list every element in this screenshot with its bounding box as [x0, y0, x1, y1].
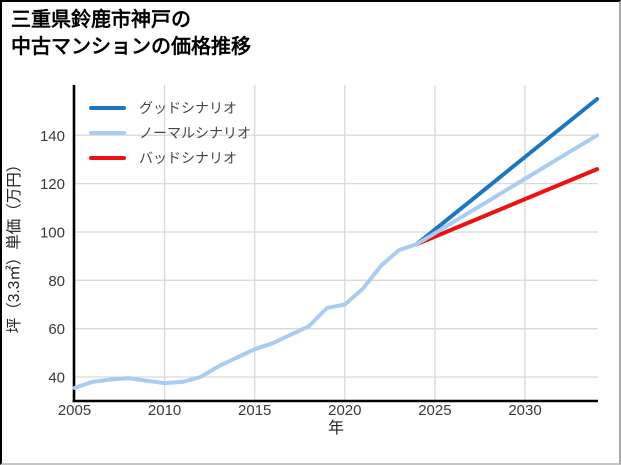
- y-tick-label-60: 60: [48, 321, 65, 338]
- y-tick-label-140: 140: [40, 128, 65, 145]
- x-tick-label-2025: 2025: [418, 402, 451, 419]
- chart-title-line2: 中古マンションの価格推移: [11, 36, 251, 58]
- series-line-good: [414, 97, 600, 247]
- x-tick-label-2005: 2005: [58, 402, 91, 419]
- grid-layer: [74, 85, 598, 400]
- series-line-normal: [72, 133, 600, 390]
- chart-title: 三重県鈴鹿市神戸の 中古マンションの価格推移: [11, 7, 251, 61]
- series-layer: [72, 97, 600, 390]
- x-tick-label-2020: 2020: [328, 402, 361, 419]
- bad-scenario-line-icon: [89, 155, 126, 160]
- y-tick-label-80: 80: [48, 273, 65, 290]
- x-tick-label-2015: 2015: [238, 402, 271, 419]
- legend-label-good: グッドシナリオ: [139, 99, 237, 116]
- x-tick-label-2030: 2030: [508, 402, 541, 419]
- good-scenario-line-icon: [89, 105, 126, 110]
- legend-label-normal: ノーマルシナリオ: [139, 124, 251, 141]
- legend-item-bad: バッドシナリオ: [89, 145, 251, 170]
- x-axis-label: 年: [328, 419, 344, 437]
- chart-title-line1: 三重県鈴鹿市神戸の: [11, 9, 191, 31]
- tick-label-layer: 40 60 80 100 120 140 2005 2010 2015 2020 2025 2030: [40, 128, 542, 419]
- x-tick-label-2010: 2010: [148, 402, 181, 419]
- y-tick-label-100: 100: [40, 224, 65, 241]
- normal-scenario-line-icon: [89, 130, 126, 135]
- y-tick-label-40: 40: [48, 370, 65, 387]
- legend-item-good: グッドシナリオ: [89, 95, 251, 120]
- axis-layer: [72, 85, 598, 403]
- series-line-bad: [414, 167, 600, 247]
- legend-item-normal: ノーマルシナリオ: [89, 120, 251, 145]
- legend-label-bad: バッドシナリオ: [139, 149, 237, 166]
- legend: グッドシナリオ ノーマルシナリオ バッドシナリオ: [89, 95, 251, 170]
- y-axis-label: 坪（3.3㎡）単価（万円）: [5, 157, 23, 334]
- y-tick-label-120: 120: [40, 176, 65, 193]
